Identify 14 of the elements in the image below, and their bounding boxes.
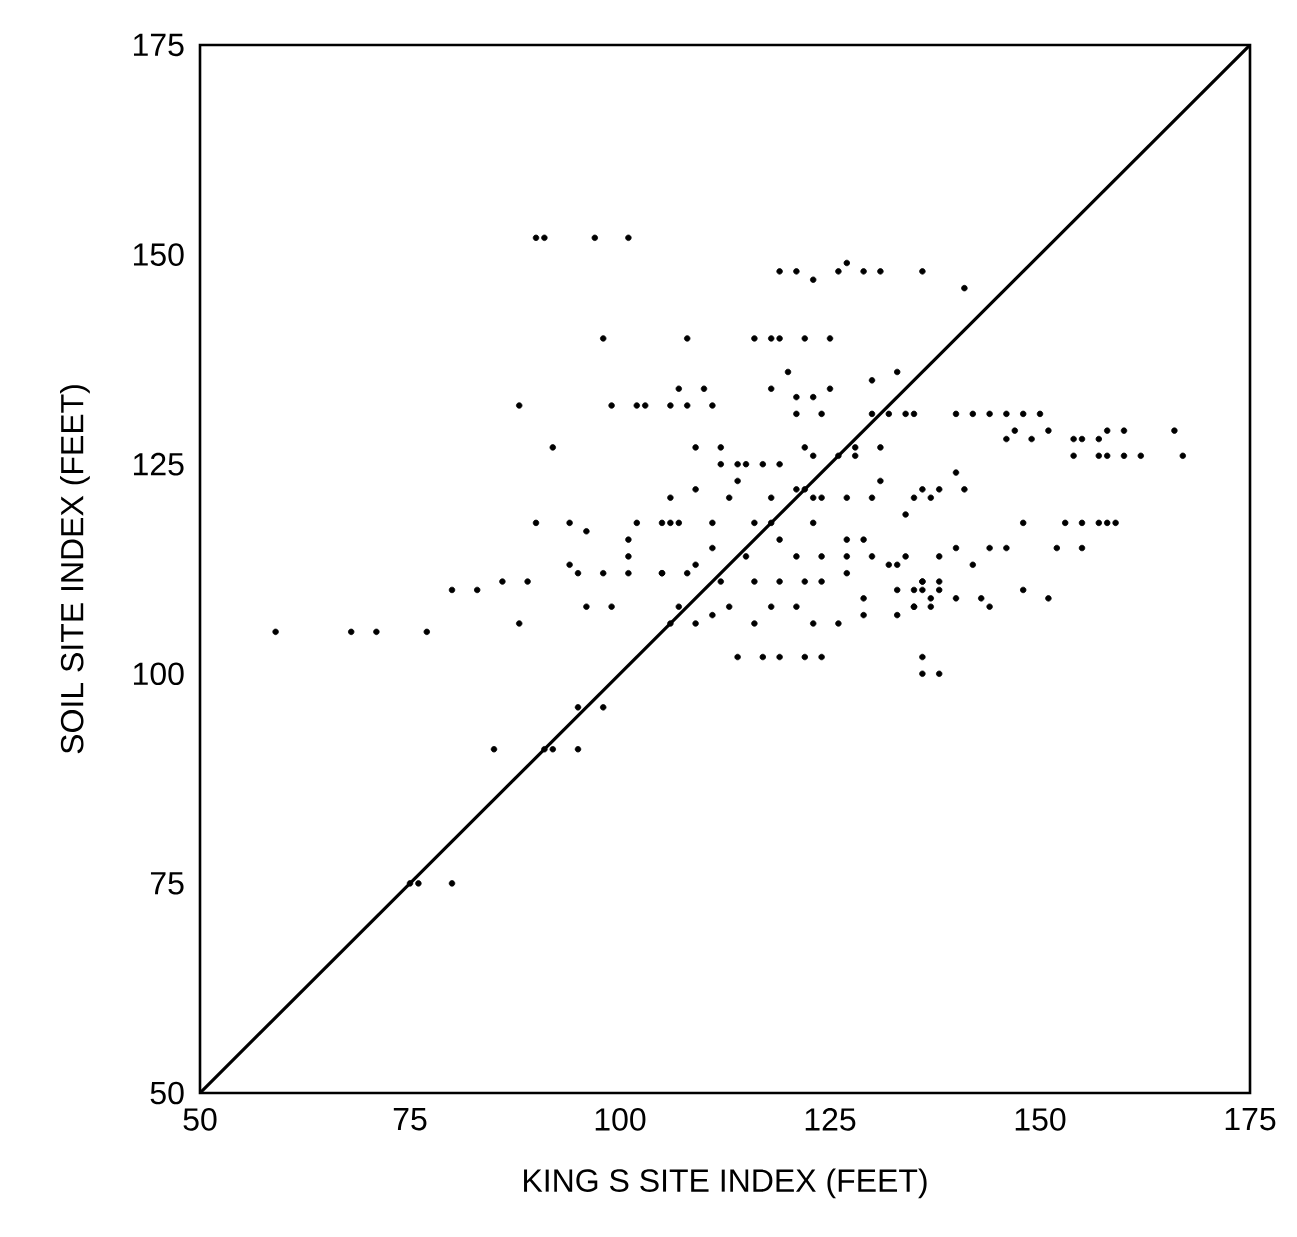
x-tick-label: 150 [1015,1108,1066,1131]
y-axis-title: SOIL SITE INDEX (FEET) [60,385,90,754]
x-tick-label: 100 [595,1108,646,1131]
x-axis-title: KING S SITE INDEX (FEET) [524,1168,927,1199]
x-tick-label: 125 [805,1108,856,1131]
y-tick-label: 150 [133,243,184,266]
y-tick-label: 75 [150,872,184,895]
x-tick-label: 175 [1225,1108,1276,1131]
y-tick-label: 50 [150,1081,184,1105]
x-tick-label: 75 [393,1108,427,1131]
x-tick-label: 50 [183,1108,217,1131]
y-tick-label: 100 [133,662,184,686]
y-tick-label: 175 [133,33,184,57]
y-tick-label: 125 [133,452,184,476]
